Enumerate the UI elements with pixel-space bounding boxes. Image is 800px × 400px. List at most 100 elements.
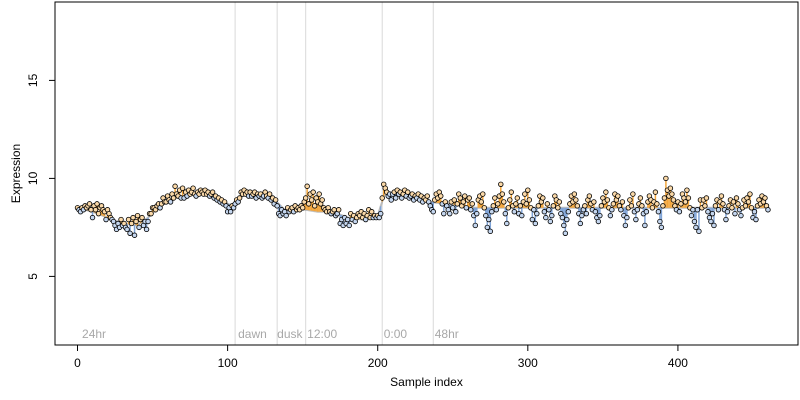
data-point-353 (604, 197, 611, 203)
data-point-409 (688, 212, 695, 219)
data-point-158 (311, 203, 318, 209)
data-point-391 (661, 195, 668, 201)
data-point-286 (504, 220, 510, 227)
y-tick-label-2: 15 (26, 73, 40, 87)
data-point-427 (715, 207, 722, 213)
annotation-4: 0:00 (384, 327, 408, 341)
data-point-274 (486, 216, 492, 223)
data-point-387 (655, 209, 662, 215)
annotation-0: 24hr (82, 327, 106, 341)
data-point-331 (571, 191, 578, 197)
data-point-62 (167, 199, 174, 205)
data-point-209 (388, 197, 394, 203)
data-point-445 (742, 203, 749, 209)
data-point-348 (597, 212, 603, 219)
data-point-259 (463, 205, 469, 211)
data-point-370 (630, 191, 636, 197)
data-point-180 (344, 216, 351, 223)
data-point-271 (481, 205, 487, 211)
data-point-47 (145, 218, 151, 225)
data-point-414 (696, 228, 702, 235)
data-point-14 (95, 210, 102, 217)
data-point-379 (643, 209, 650, 215)
data-point-265 (472, 222, 478, 229)
data-point-325 (562, 230, 569, 236)
data-point-220 (405, 189, 411, 195)
data-point-357 (610, 201, 617, 207)
data-point-327 (565, 209, 572, 215)
data-point-312 (543, 214, 549, 221)
data-point-402 (678, 201, 684, 207)
data-point-341 (586, 193, 593, 199)
x-tick-label-0: 0 (74, 356, 81, 370)
data-point-212 (393, 195, 399, 201)
data-point-333 (574, 203, 581, 209)
data-point-248 (447, 210, 453, 217)
data-point-360 (615, 193, 621, 199)
data-point-157 (310, 189, 316, 195)
data-point-345 (592, 209, 599, 215)
data-point-436 (729, 205, 735, 211)
data-point-433 (724, 209, 731, 215)
data-point-372 (633, 216, 639, 223)
data-point-373 (634, 207, 641, 213)
data-point-411 (691, 218, 698, 225)
data-point-269 (478, 199, 484, 205)
data-point-12 (92, 207, 99, 213)
data-points (74, 175, 771, 238)
y-tick-label-0: 5 (26, 273, 40, 280)
data-point-314 (546, 207, 552, 213)
data-point-321 (556, 199, 563, 205)
data-point-395 (667, 185, 674, 191)
data-point-429 (718, 193, 725, 199)
data-point-460 (765, 207, 771, 213)
data-point-292 (513, 201, 519, 207)
data-point-250 (450, 205, 456, 211)
data-point-335 (577, 220, 584, 227)
data-point-77 (190, 185, 196, 191)
data-point-280 (495, 201, 501, 207)
data-point-90 (209, 189, 216, 195)
annotation-5: 48hr (435, 327, 459, 341)
data-point-257 (460, 199, 466, 205)
data-point-64 (170, 195, 177, 201)
data-point-332 (573, 197, 579, 203)
data-point-425 (712, 203, 719, 209)
data-point-389 (658, 224, 665, 231)
data-point-258 (462, 193, 468, 199)
data-point-349 (598, 203, 605, 209)
data-point-317 (550, 203, 557, 209)
plot-frame (54, 1, 799, 346)
data-point-278 (492, 195, 498, 201)
data-point-34 (125, 216, 132, 223)
data-point-385 (652, 189, 659, 195)
data-point-263 (469, 201, 475, 207)
data-point-156 (308, 197, 315, 203)
data-point-261 (466, 195, 472, 201)
data-point-298 (522, 191, 528, 197)
data-point-369 (628, 203, 635, 209)
data-point-438 (732, 210, 738, 217)
x-axis-label: Sample index (390, 375, 463, 389)
data-point-363 (619, 199, 626, 205)
data-point-299 (523, 201, 530, 207)
x-axis: 0 100 200 300 400 (74, 345, 688, 370)
data-point-288 (507, 197, 513, 203)
data-point-33 (124, 226, 130, 233)
data-point-237 (430, 209, 436, 215)
data-point-410 (690, 207, 696, 213)
data-point-339 (583, 210, 590, 217)
data-point-252 (453, 209, 459, 215)
data-point-10 (89, 214, 96, 221)
data-point-355 (607, 212, 614, 219)
data-point-437 (730, 199, 737, 205)
data-point-311 (541, 209, 548, 215)
data-point-38 (131, 232, 138, 238)
data-point-412 (693, 224, 699, 231)
data-point-352 (603, 189, 609, 195)
data-point-102 (227, 209, 234, 215)
data-point-244 (441, 210, 447, 217)
data-point-36 (128, 220, 135, 227)
data-point-153 (304, 183, 310, 189)
x-tick-label-2: 200 (368, 356, 388, 370)
